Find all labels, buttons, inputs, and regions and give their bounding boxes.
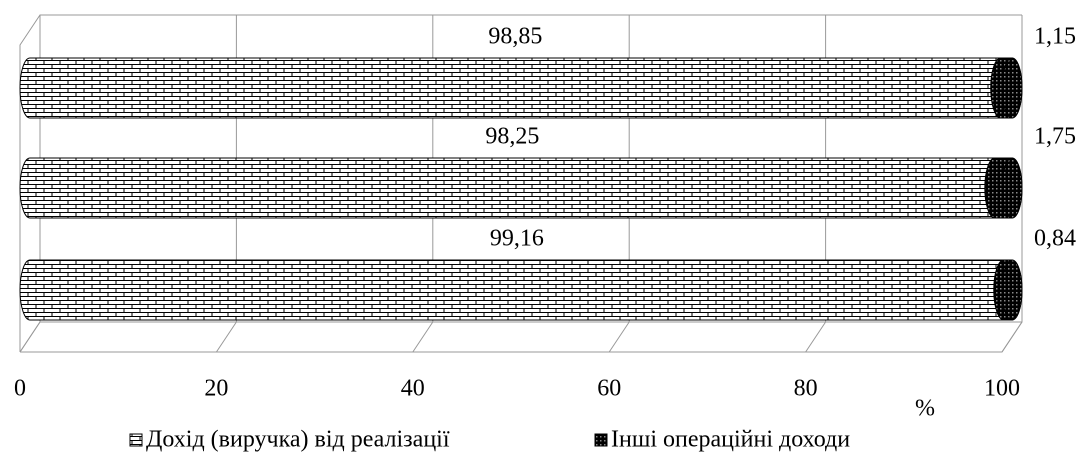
x-tick-label: 80 bbox=[794, 376, 818, 402]
legend-label: Інші операційні доходи bbox=[611, 427, 850, 453]
x-tick-label: 60 bbox=[597, 376, 621, 402]
bar-end bbox=[1001, 157, 1023, 219]
x-tick-label: 40 bbox=[401, 376, 425, 402]
bar-segment bbox=[19, 157, 1006, 219]
x-axis-label: % bbox=[915, 396, 935, 422]
data-label: 1,15 bbox=[1034, 24, 1076, 50]
data-label: 98,85 bbox=[488, 24, 542, 50]
x-tick-label: 20 bbox=[204, 376, 228, 402]
data-label: 99,16 bbox=[490, 226, 544, 252]
data-label: 0,84 bbox=[1034, 226, 1076, 252]
bar-end bbox=[1001, 259, 1023, 321]
data-label: 1,75 bbox=[1034, 124, 1076, 150]
bar-end bbox=[1001, 57, 1023, 119]
x-tick-label: 0 bbox=[14, 376, 26, 402]
legend-marker bbox=[594, 433, 608, 447]
data-label: 98,25 bbox=[485, 124, 539, 150]
bar-segment bbox=[19, 57, 1012, 119]
x-tick-label: 100 bbox=[984, 376, 1020, 402]
legend-label: Дохід (виручка) від реалізації bbox=[146, 427, 450, 453]
bar-segment bbox=[19, 259, 1015, 321]
legend-marker bbox=[129, 433, 143, 447]
grid-line bbox=[1001, 15, 1023, 353]
